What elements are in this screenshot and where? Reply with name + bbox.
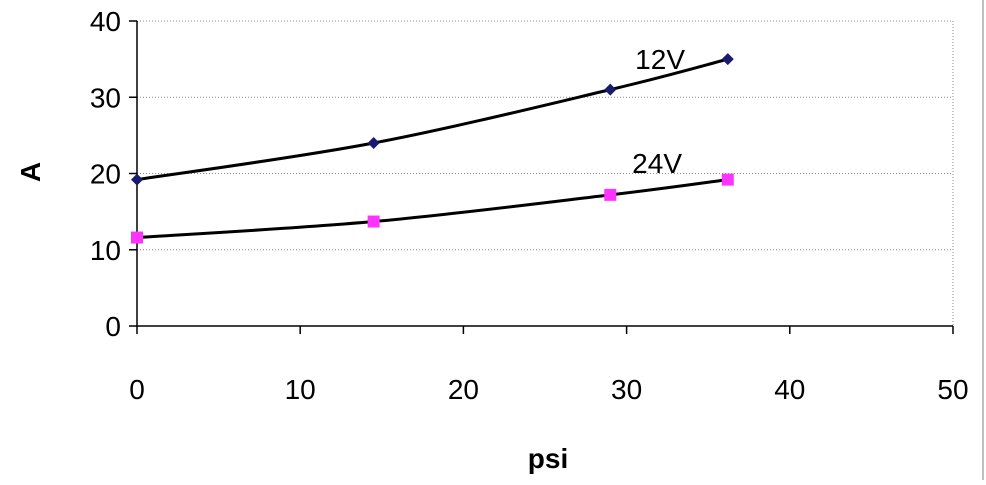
x-tick-label-50: 50	[937, 374, 968, 405]
point-24v-1	[367, 215, 380, 228]
x-tick-label-10: 10	[285, 374, 316, 405]
axis-layer	[129, 20, 954, 334]
point-12v-2	[604, 83, 617, 96]
series-label-12v: 12V	[635, 44, 685, 75]
y-tick-label-20: 20	[90, 159, 121, 190]
y-axis-title: A	[15, 162, 46, 182]
x-tick-label-30: 30	[611, 374, 642, 405]
grid-layer	[137, 20, 954, 326]
y-tick-label-40: 40	[90, 6, 121, 37]
series-line-24v	[136, 178, 728, 240]
point-12v-0	[131, 173, 143, 186]
x-tick-label-40: 40	[774, 374, 805, 405]
point-12v-1	[367, 137, 380, 149]
y-tick-label-0: 0	[105, 311, 121, 342]
series-line-12v	[136, 57, 729, 182]
right-border-line	[982, 0, 984, 480]
series-layer	[131, 53, 734, 244]
point-24v-2	[604, 188, 617, 201]
y-tick-label-30: 30	[90, 82, 121, 113]
x-tick-label-20: 20	[448, 374, 479, 405]
point-12v-3	[721, 53, 734, 66]
point-24v-0	[131, 231, 143, 244]
series-label-24v: 24V	[632, 148, 682, 179]
x-tick-label-0: 0	[129, 374, 145, 405]
label-layer: psi A 0 10 20 30 40 0 10 20 30 40 50 12V 24V	[15, 6, 969, 474]
y-tick-label-10: 10	[90, 235, 121, 266]
x-axis-title: psi	[528, 443, 568, 474]
point-24v-3	[721, 173, 734, 186]
